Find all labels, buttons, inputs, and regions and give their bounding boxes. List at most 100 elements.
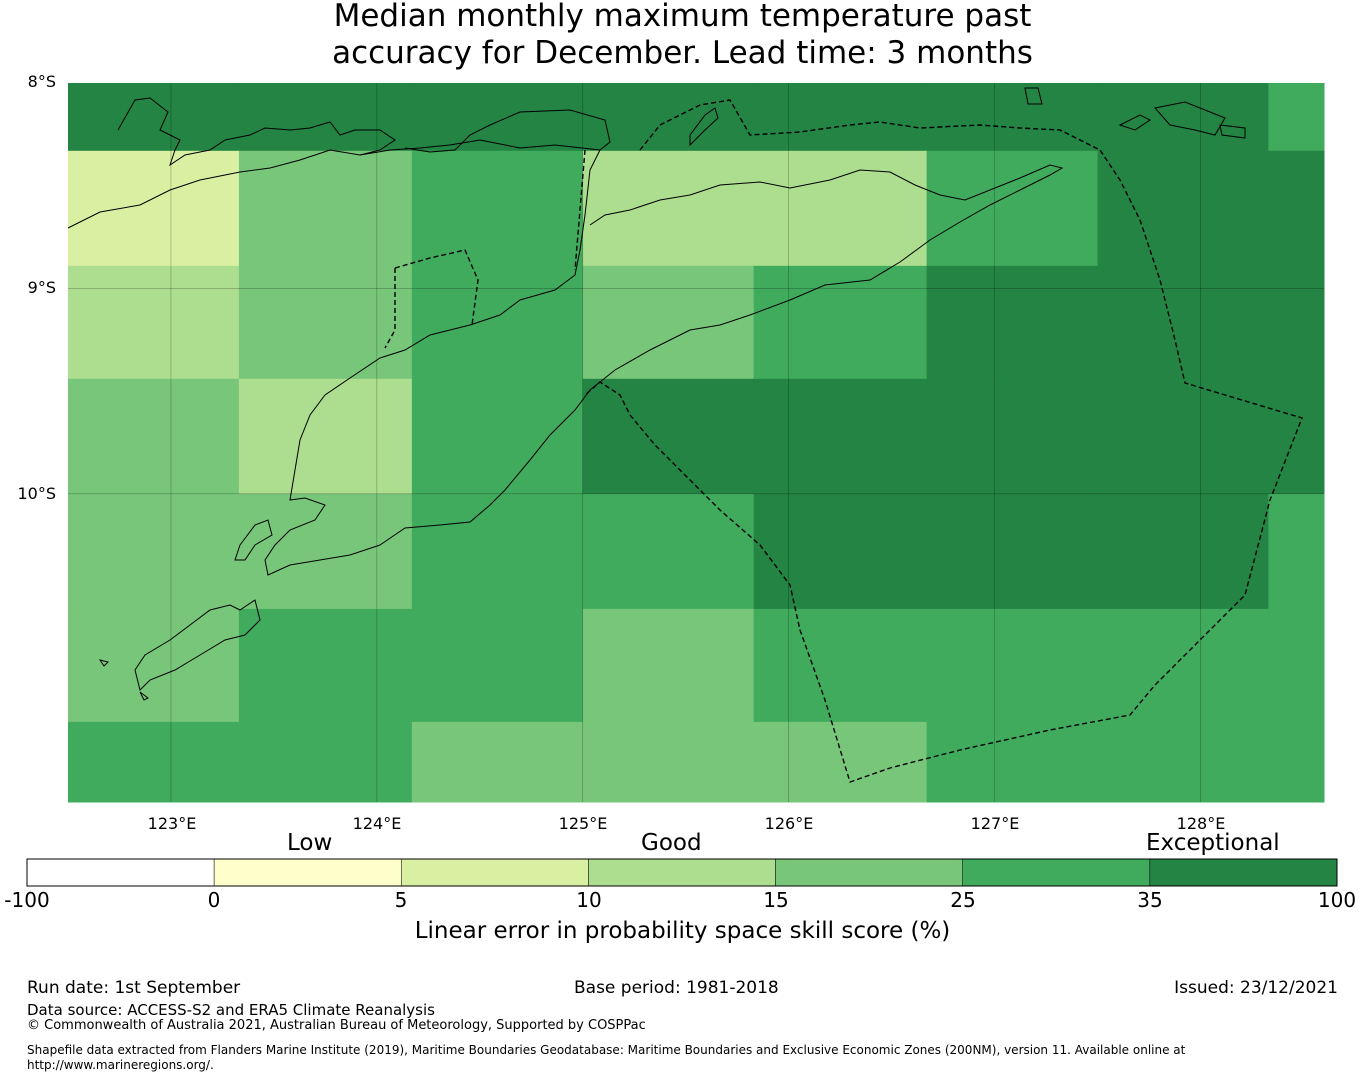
grid-cell <box>411 493 584 610</box>
colorbar-outline <box>26 858 1338 887</box>
lon-label-127e: 127°E <box>970 814 1020 833</box>
grid-cell <box>411 721 584 803</box>
graticule-lines <box>68 83 1324 802</box>
savu-coastline <box>234 519 273 561</box>
grid-cell <box>1097 721 1269 803</box>
lat-label-10s: 10°S <box>17 484 56 503</box>
grid-cell <box>1268 150 1325 267</box>
tick-label: 100 <box>1317 888 1357 912</box>
grid-cell <box>582 721 755 803</box>
grid-cell <box>1268 608 1325 723</box>
colorbar-segment <box>588 858 776 887</box>
grid-cell <box>411 378 584 495</box>
grid-cell <box>753 493 928 610</box>
grid-cell <box>411 150 584 267</box>
grid-cell <box>926 265 1099 380</box>
title-line-2: accuracy for December. Lead time: 3 mont… <box>332 35 1033 71</box>
grid-cell <box>238 150 413 267</box>
grid-cell <box>68 608 240 723</box>
grid-cell <box>926 721 1099 803</box>
grid-cell <box>1097 378 1269 495</box>
grid-cell <box>926 493 1099 610</box>
tick-label: -100 <box>4 888 50 912</box>
grid-cell <box>411 265 584 380</box>
grid-cell <box>68 493 240 610</box>
copyright: © Commonwealth of Australia 2021, Austra… <box>27 1018 646 1033</box>
grid-cell <box>1097 493 1269 610</box>
timor-coastline <box>67 109 1064 576</box>
lon-label-125e: 125°E <box>558 814 608 833</box>
grid-cell <box>238 608 413 723</box>
eez-boundary-east <box>574 99 1303 783</box>
grid-cell <box>411 83 584 152</box>
grid-cell <box>68 83 240 152</box>
grid-cell <box>238 378 413 495</box>
colorbar-segment <box>1149 858 1338 887</box>
tick-label: 35 <box>1137 888 1163 912</box>
grid-cell <box>926 83 1099 152</box>
grid-cell <box>753 378 928 495</box>
eez-boundary-oecusse <box>384 249 479 349</box>
map-title: Median monthly maximum temperature past … <box>0 0 1365 72</box>
grid-cell <box>238 83 413 152</box>
grid-cell <box>1097 265 1269 380</box>
grid-cell <box>238 721 413 803</box>
base-period: Base period: 1981-2018 <box>574 978 779 998</box>
skill-map <box>67 83 1325 803</box>
grid-cell <box>753 265 928 380</box>
grid-cell <box>582 493 755 610</box>
grid-cell <box>753 150 928 267</box>
sumba-coastline <box>98 599 261 701</box>
grid-cell <box>926 608 1099 723</box>
grid-cell <box>68 150 240 267</box>
shapefile-credit-line-2: http://www.marineregions.org/. <box>27 1058 214 1072</box>
grid-cell <box>411 608 584 723</box>
tick-label: 10 <box>576 888 602 912</box>
grid-cell <box>753 608 928 723</box>
tick-label: 5 <box>394 888 408 912</box>
flores-coastline <box>117 97 396 167</box>
grid-cell <box>1268 265 1325 380</box>
colorbar-label: Linear error in probability space skill … <box>414 918 951 944</box>
title-line-1: Median monthly maximum temperature past <box>333 0 1032 34</box>
lat-label-8s: 8°S <box>27 72 56 91</box>
shapefile-credit-line-1: Shapefile data extracted from Flanders M… <box>27 1043 1186 1057</box>
grid-cell <box>1268 378 1325 495</box>
category-good: Good <box>641 830 702 856</box>
skill-grid-cells <box>68 83 1325 803</box>
colorbar-segment <box>962 858 1151 887</box>
grid-cell <box>926 150 1099 267</box>
grid-cell <box>68 378 240 495</box>
grid-cell <box>753 83 928 152</box>
grid-cell <box>1097 150 1269 267</box>
colorbar-segment <box>401 858 589 887</box>
grid-cell <box>582 150 755 267</box>
colorbar <box>26 858 1338 887</box>
grid-cell <box>582 608 755 723</box>
maritime-boundary <box>384 99 1303 783</box>
lon-label-123e: 123°E <box>147 814 197 833</box>
grid-cell <box>1097 83 1269 152</box>
tick-label: 25 <box>950 888 976 912</box>
run-date: Run date: 1st September <box>27 978 241 998</box>
grid-cell <box>1268 83 1325 152</box>
grid-cell <box>582 265 755 380</box>
colorbar-segment <box>26 858 215 887</box>
grid-cell <box>238 265 413 380</box>
category-low: Low <box>287 830 333 856</box>
data-source: Data source: ACCESS-S2 and ERA5 Climate … <box>27 1001 435 1019</box>
grid-cell <box>582 378 755 495</box>
grid-cell <box>926 378 1099 495</box>
category-exceptional: Exceptional <box>1146 830 1280 856</box>
small-island-coastline <box>689 87 1043 147</box>
grid-cell <box>1097 608 1269 723</box>
lon-label-124e: 124°E <box>352 814 402 833</box>
coastline <box>67 87 1246 701</box>
lon-label-128e: 128°E <box>1176 814 1226 833</box>
grid-cell <box>1268 493 1325 610</box>
grid-cell <box>582 83 755 152</box>
issued-date: Issued: 23/12/2021 <box>1174 978 1338 998</box>
tick-label: 0 <box>207 888 221 912</box>
tick-label: 15 <box>763 888 789 912</box>
colorbar-segment <box>775 858 963 887</box>
